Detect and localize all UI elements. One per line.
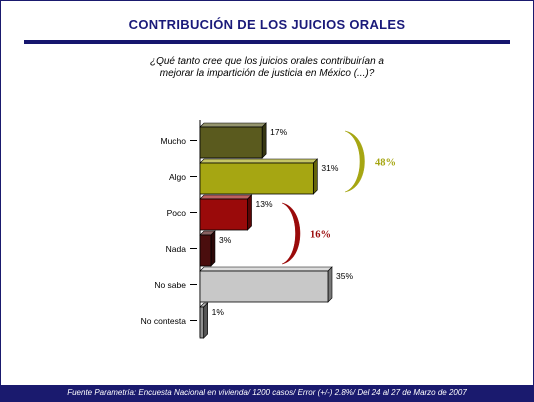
bar-side-face (327, 266, 333, 303)
bar-side-face (210, 230, 216, 267)
group-bracket (344, 130, 365, 193)
value-label: 3% (219, 235, 232, 245)
bar-side-face (313, 158, 318, 195)
bar (199, 126, 263, 159)
bar-side-face (203, 302, 208, 339)
bar (199, 270, 329, 303)
source-footer: Fuente Parametría: Encuesta Nacional en … (1, 385, 533, 401)
value-label: 17% (270, 127, 287, 137)
category-label: No contesta (141, 316, 187, 326)
group-total-label: 48% (375, 158, 396, 169)
bar (199, 306, 205, 339)
bar-top-face (199, 266, 333, 272)
title-divider (24, 40, 510, 44)
category-label: Algo (169, 172, 186, 182)
value-label: 1% (212, 307, 225, 317)
bar-top-face (199, 122, 267, 128)
value-label: 35% (336, 271, 353, 281)
group-bracket (281, 202, 301, 265)
bar (199, 198, 248, 231)
category-label: Poco (167, 208, 187, 218)
bar (199, 162, 314, 195)
survey-question: ¿Qué tanto cree que los juicios orales c… (0, 56, 534, 80)
bar (199, 234, 212, 267)
value-label: 13% (256, 199, 273, 209)
bar-top-face (199, 158, 319, 164)
question-line-2: mejorar la impartición de justicia en Mé… (159, 68, 375, 79)
value-label: 31% (321, 163, 338, 173)
question-line-1: ¿Qué tanto cree que los juicios orales c… (149, 56, 384, 67)
group-total-label: 16% (310, 230, 331, 241)
page-title: CONTRIBUCIÓN DE LOS JUICIOS ORALES (128, 17, 406, 32)
category-label: Mucho (160, 136, 186, 146)
bar-top-face (199, 194, 253, 200)
category-label: Nada (166, 244, 187, 254)
bar-side-face (261, 122, 267, 159)
category-label: No sabe (154, 280, 186, 290)
bar-side-face (247, 194, 252, 231)
